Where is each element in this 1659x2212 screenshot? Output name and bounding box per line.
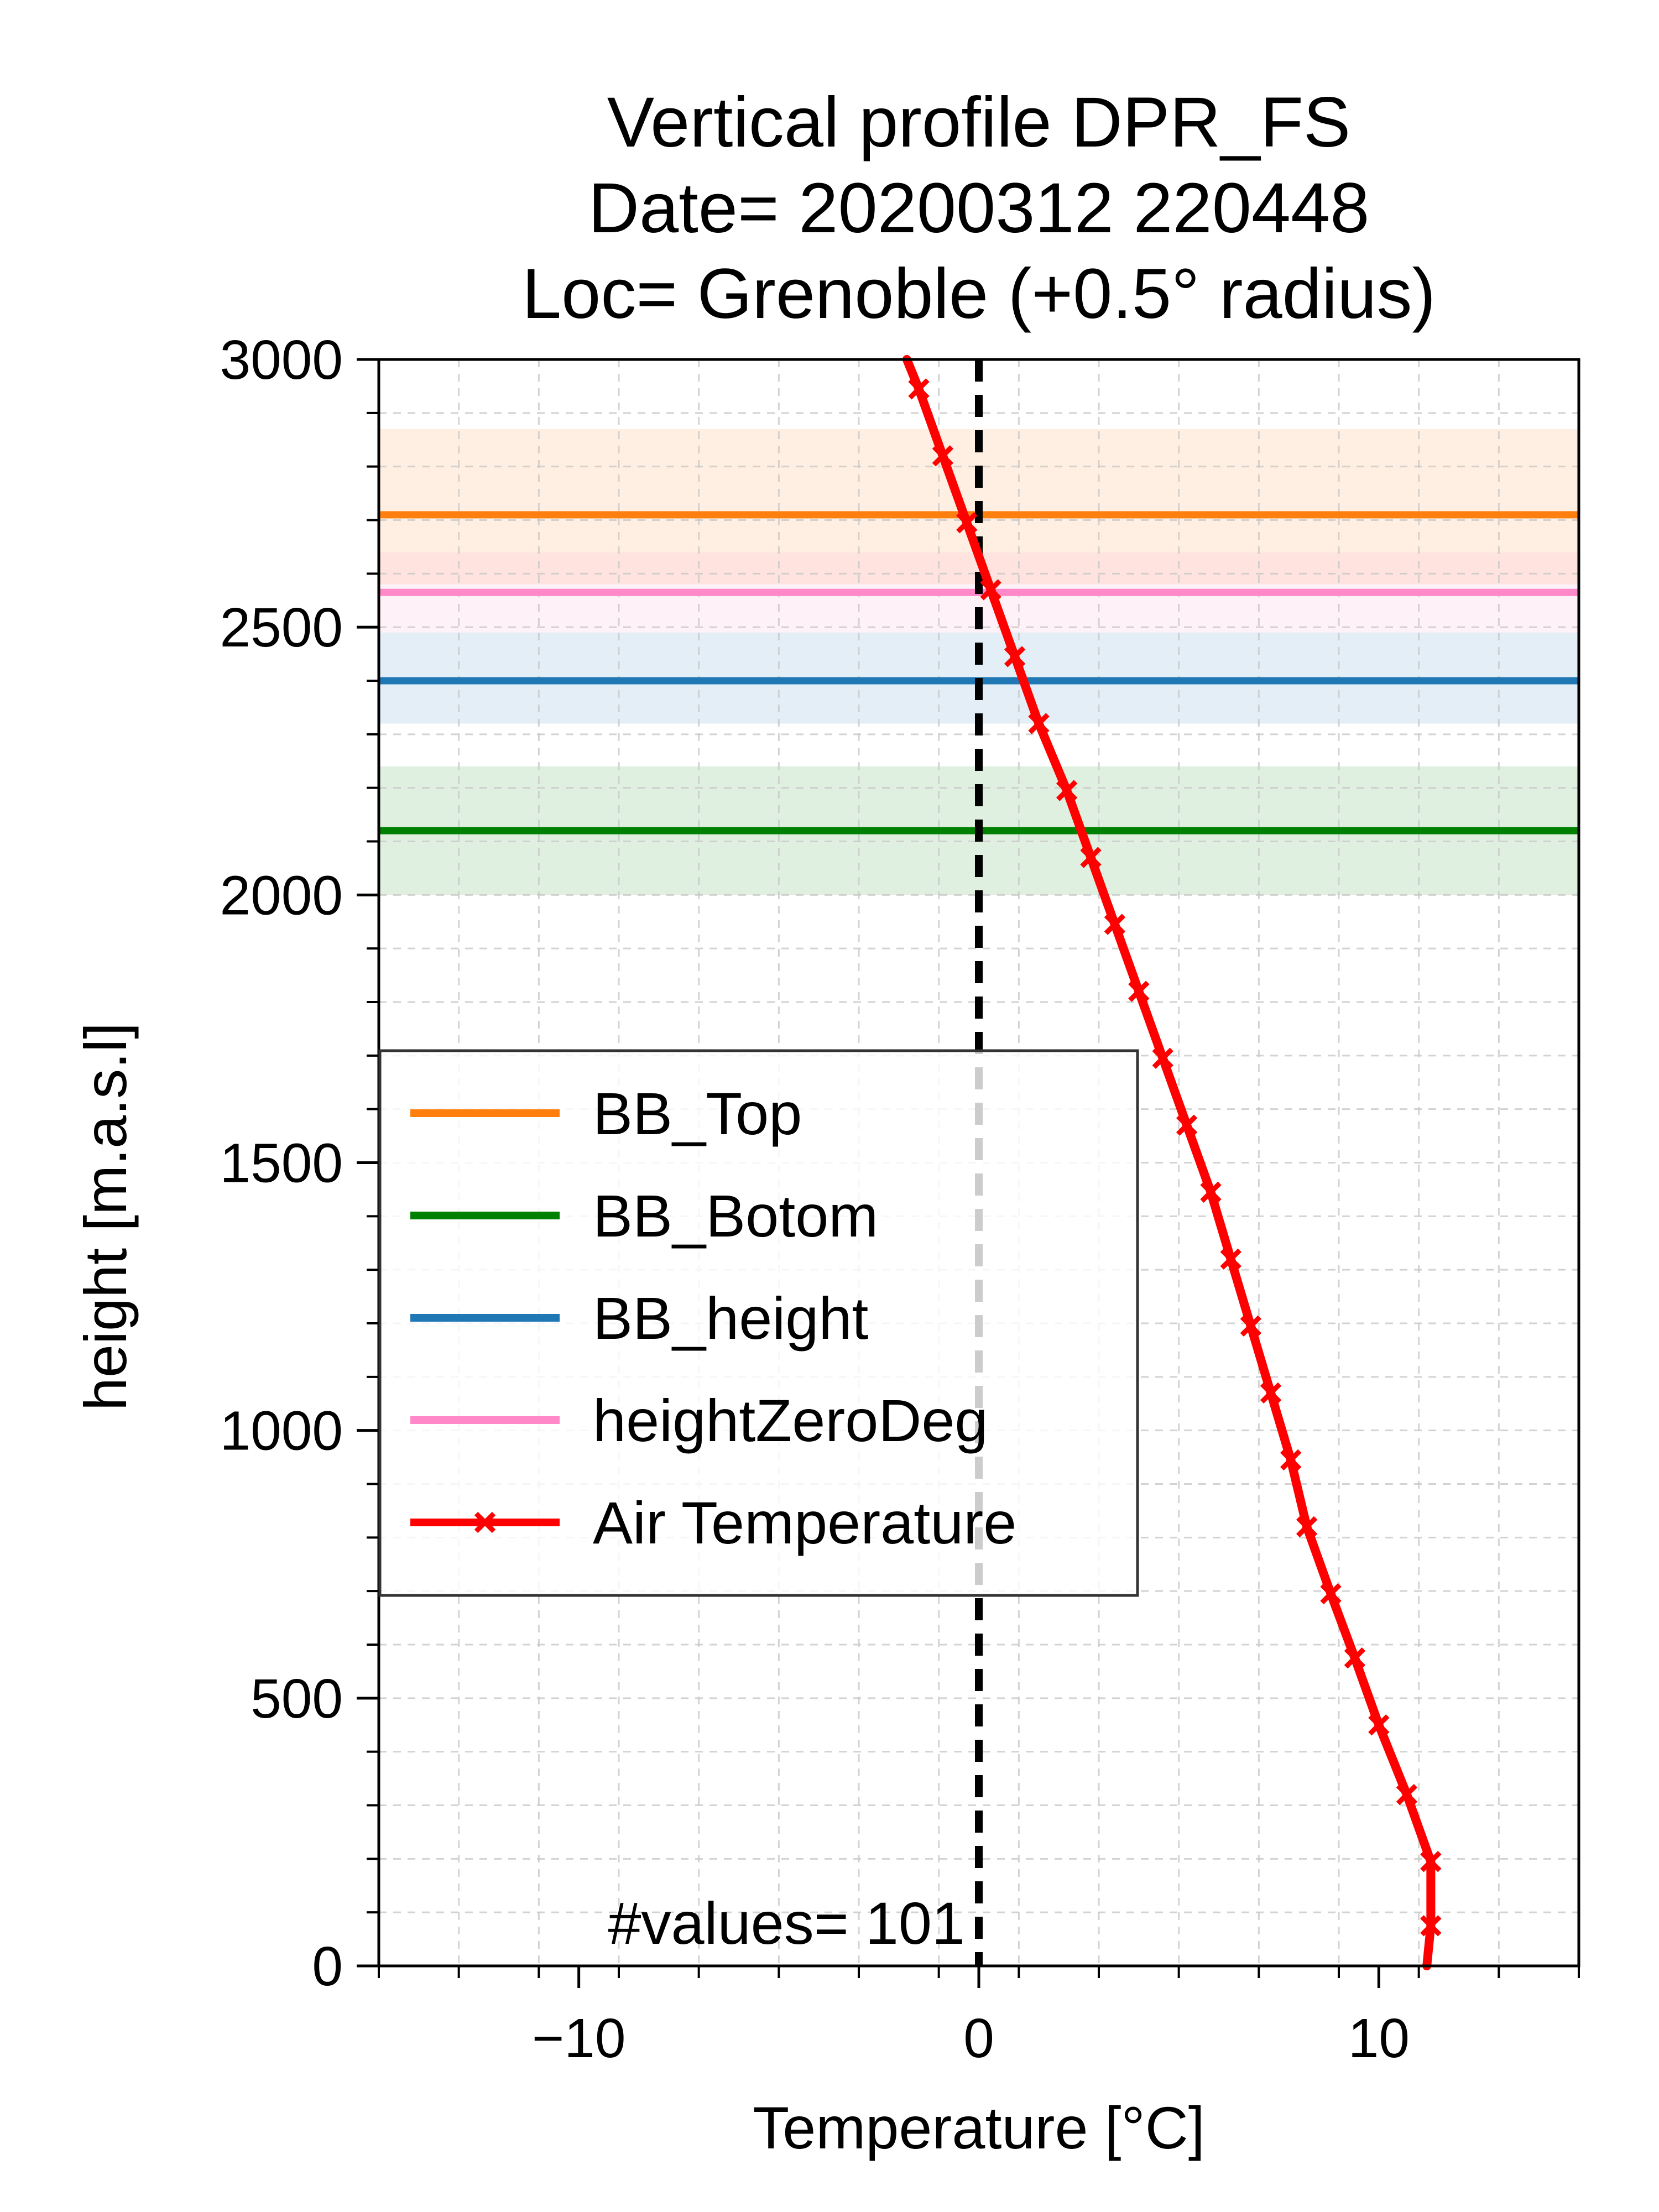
legend-label-bb-top: BB_Top: [593, 1080, 802, 1147]
data-point: [1028, 713, 1050, 734]
y-tick-label: 0: [312, 1936, 343, 1997]
data-point: [1080, 847, 1102, 868]
data-point: [1240, 1315, 1262, 1337]
legend-frame: [378, 1049, 1139, 1597]
data-point: [1280, 1449, 1302, 1471]
data-point: [1420, 1850, 1442, 1872]
data-point: [956, 512, 978, 534]
x-axis-label: Temperature [°C]: [753, 2094, 1205, 2161]
legend: BB_Top BB_Botom BB_height heightZeroDeg Air …: [378, 1049, 1139, 1597]
data-point: [1200, 1181, 1222, 1203]
data-point: [932, 445, 954, 467]
plot-area: −10 0 10 0 500 1000 1500 2000 2500 3000: [220, 329, 1580, 2069]
data-point: [1056, 780, 1078, 801]
data-point: [1152, 1047, 1173, 1069]
legend-label-air-temperature: Air Temperature: [593, 1489, 1016, 1556]
data-point: [1396, 1783, 1418, 1806]
values-count-annotation: #values= 101: [608, 1890, 965, 1957]
data-point: [1128, 980, 1150, 1002]
chart-title: Vertical profile DPR_FS Date= 20200312 2…: [522, 83, 1436, 333]
x-tick-label: 0: [963, 2007, 994, 2069]
y-tick-label: 1500: [220, 1133, 343, 1194]
data-point: [980, 579, 1001, 601]
data-point: [1320, 1583, 1342, 1605]
data-point: [1176, 1114, 1198, 1136]
legend-label-bb-height: BB_height: [593, 1285, 868, 1352]
data-point: [1420, 1915, 1442, 1937]
legend-label-bb-botom: BB_Botom: [593, 1182, 878, 1249]
y-tick-label: 2500: [220, 597, 343, 659]
x-tick-label: 10: [1348, 2007, 1410, 2069]
y-tick-label: 1000: [220, 1400, 343, 1462]
data-point: [1220, 1248, 1241, 1270]
legend-label-heightzerodeg: heightZeroDeg: [593, 1387, 988, 1454]
chart-title-line-1: Vertical profile DPR_FS: [607, 83, 1351, 162]
y-tick-label: 500: [251, 1668, 343, 1730]
y-tick-label: 3000: [220, 329, 343, 391]
data-point: [1260, 1382, 1282, 1404]
data-point: [1104, 914, 1126, 935]
chart-title-line-3: Loc= Grenoble (+0.5° radius): [522, 254, 1436, 333]
grid: [379, 359, 1579, 1966]
y-axis-label: height [m.a.s.l]: [72, 1022, 139, 1411]
legend-marker: [474, 1511, 496, 1533]
data-point: [908, 378, 930, 400]
tick-layer: −10 0 10 0 500 1000 1500 2000 2500 3000: [220, 329, 1580, 2069]
x-tick-label: −10: [532, 2007, 626, 2069]
chart-title-line-2: Date= 20200312 220448: [588, 169, 1370, 248]
data-point: [1004, 646, 1026, 667]
y-tick-label: 2000: [220, 864, 343, 926]
data-point: [1296, 1516, 1318, 1538]
data-point: [1344, 1647, 1366, 1669]
series-layer: [902, 355, 1442, 1970]
series-line-air-temperature: [902, 355, 1436, 1970]
data-point: [1368, 1714, 1390, 1736]
